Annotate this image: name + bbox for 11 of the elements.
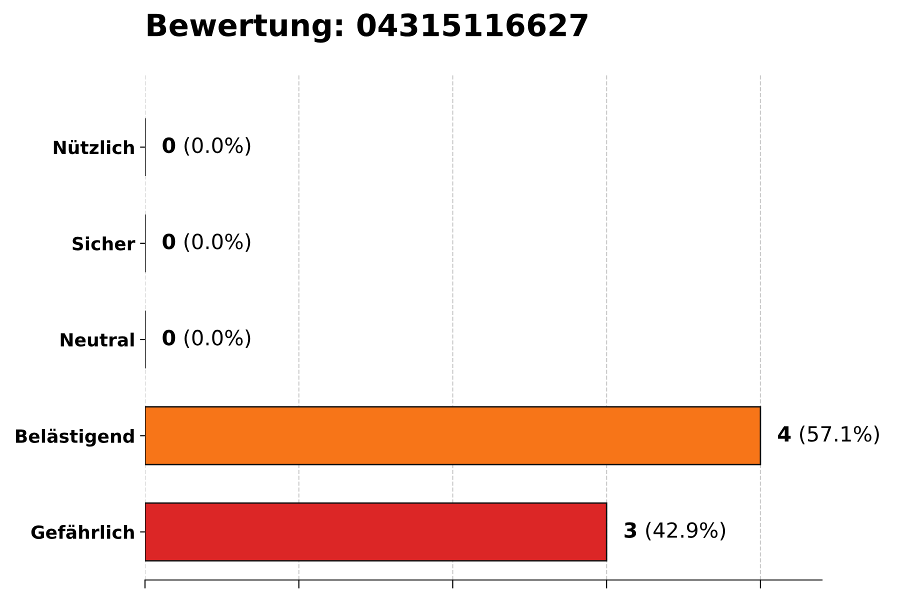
y-tick-label: Nützlich bbox=[54, 140, 134, 154]
data-label: 0 (0.0%) bbox=[162, 233, 250, 252]
y-tick-label: Sicher bbox=[72, 236, 136, 250]
y-tick-label: Neutral bbox=[60, 332, 134, 347]
data-label: 4 (57.1%) bbox=[778, 426, 879, 444]
data-label: 0 (0.0%) bbox=[162, 137, 250, 156]
chart-title: Bewertung: 04315116627 bbox=[148, 13, 588, 43]
data-label: 0 (0.0%) bbox=[162, 329, 250, 348]
y-tick-label: Gefährlich bbox=[31, 524, 134, 540]
y-tick-label: Belästigend bbox=[16, 428, 134, 447]
data-label: 3 (42.9%) bbox=[624, 522, 726, 540]
